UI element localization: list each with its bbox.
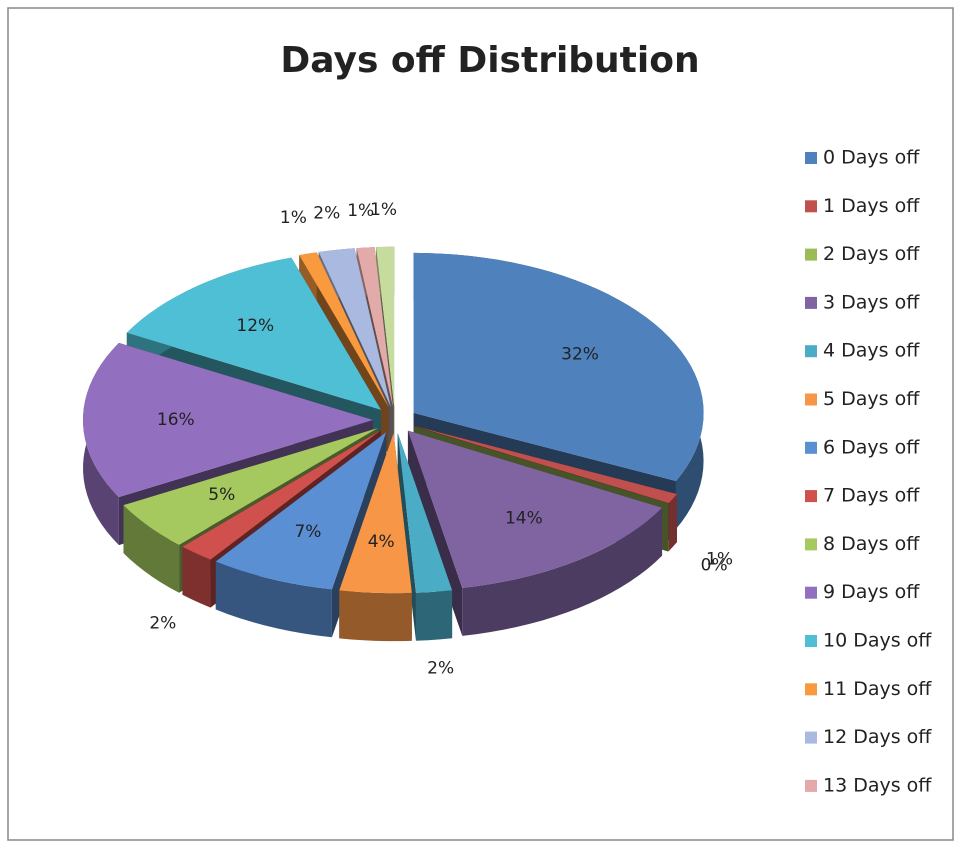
data-label: 0% (701, 555, 728, 575)
legend-swatch (805, 200, 817, 213)
legend-label: 5 Days off (823, 388, 920, 410)
slice-side (339, 590, 412, 642)
legend-swatch (805, 731, 817, 744)
slice (413, 252, 704, 482)
legend-swatch (805, 586, 817, 599)
slice-wall (397, 433, 416, 641)
slice-side (415, 590, 453, 641)
data-label: 7% (294, 522, 321, 542)
data-label: 16% (157, 410, 195, 430)
legend-label: 9 Days off (823, 581, 920, 603)
data-label: 1% (370, 200, 397, 220)
data-label: 5% (208, 485, 235, 505)
legend-label: 11 Days off (823, 678, 932, 700)
legend-label: 0 Days off (823, 147, 920, 169)
legend-label: 6 Days off (823, 436, 920, 458)
data-label: 4% (368, 532, 395, 552)
slice (215, 432, 387, 590)
legend-label: 3 Days off (823, 291, 920, 313)
legend-swatch (805, 490, 817, 503)
slice (299, 252, 389, 408)
slice (318, 248, 391, 408)
legend-label: 12 Days off (823, 726, 932, 748)
legend-swatch (805, 683, 817, 696)
slice-side (215, 561, 332, 638)
legend-swatch (805, 296, 817, 309)
slice-side (182, 546, 211, 608)
legend-label: 1 Days off (823, 195, 920, 217)
slice (356, 247, 393, 407)
slice (83, 342, 373, 498)
slice-side (123, 505, 180, 593)
data-label: 2% (427, 658, 454, 678)
slice (397, 433, 453, 593)
data-label: 14% (505, 509, 543, 529)
legend-label: 10 Days off (823, 630, 932, 652)
data-label: 2% (313, 204, 340, 224)
legend-swatch (805, 248, 817, 261)
legend-swatch (805, 152, 817, 164)
legend-label: 2 Days off (823, 243, 920, 265)
slice (126, 257, 381, 410)
legend-swatch (805, 393, 817, 406)
slice (376, 246, 395, 407)
slice-side (668, 494, 678, 552)
legend-swatch (805, 441, 817, 454)
slice (182, 430, 381, 560)
slice (414, 425, 678, 504)
chart-title: Days off Distribution (280, 40, 699, 81)
data-label: 1% (347, 201, 374, 221)
legend-label: 8 Days off (823, 533, 920, 555)
legend-swatch (805, 635, 817, 647)
data-label: 1% (706, 550, 733, 570)
slice-side (462, 507, 663, 636)
legend-label: 7 Days off (823, 485, 920, 507)
slice (123, 428, 378, 545)
data-label: 2% (149, 614, 176, 634)
legend-label: 13 Days off (823, 774, 932, 796)
slice (407, 430, 663, 588)
legend-swatch (805, 538, 817, 551)
slice (339, 433, 412, 594)
data-label: 32% (561, 345, 599, 365)
data-label: 12% (236, 316, 274, 336)
legend-swatch (805, 345, 817, 358)
legend-swatch (805, 779, 817, 792)
data-label: 1% (280, 208, 307, 228)
legend-label: 4 Days off (823, 340, 920, 362)
